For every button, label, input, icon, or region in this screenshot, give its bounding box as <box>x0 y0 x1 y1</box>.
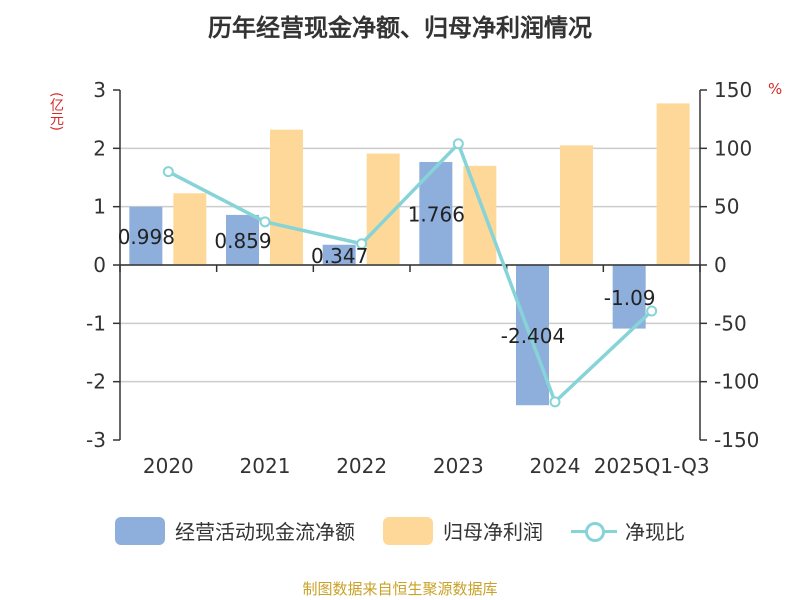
bar-net-profit-2025Q1-Q3 <box>656 103 690 266</box>
point-cash-ratio-2021 <box>259 216 271 228</box>
data-label-cash-flow-2025Q1-Q3: -1.09 <box>604 286 656 310</box>
left-axis-tick-label: -3 <box>86 428 106 452</box>
bar-net-profit-2020 <box>173 193 207 265</box>
legend-item-cash-flow[interactable]: 经营活动现金流净额 <box>115 516 355 545</box>
right-axis-tick-label: 0 <box>714 253 727 277</box>
legend-item-net-profit[interactable]: 归母净利润 <box>383 516 543 545</box>
right-axis-tick-label: 50 <box>714 195 739 219</box>
point-cash-ratio-2023 <box>452 138 464 150</box>
left-axis-tick-label: 1 <box>93 195 106 219</box>
left-axis-tick-label: -1 <box>86 311 106 335</box>
right-axis-tick-label: -150 <box>714 428 759 452</box>
left-axis-tick-label: 0 <box>93 253 106 277</box>
x-axis-label-2024: 2024 <box>530 454 581 478</box>
point-cash-ratio-2022 <box>356 238 368 250</box>
line-cash-ratio <box>167 142 653 404</box>
chart-title: 历年经营现金净额、归母净利润情况 <box>208 14 592 42</box>
bar-cash-flow-2021 <box>226 214 259 265</box>
x-axis-label-2025Q1-Q3: 2025Q1-Q3 <box>594 454 710 478</box>
legend-label-cash-flow: 经营活动现金流净额 <box>175 520 355 544</box>
data-label-cash-flow-2022: 0.347 <box>311 244 368 268</box>
point-cash-ratio-2020 <box>162 166 174 178</box>
bar-cash-flow-2020 <box>129 206 163 265</box>
left-axis-unit: (亿元) <box>48 92 64 131</box>
right-axis-tick-label: -50 <box>714 311 747 335</box>
x-axis-label-2020: 2020 <box>143 454 194 478</box>
data-label-cash-flow-2021: 0.859 <box>214 229 271 253</box>
legend-swatch-net-profit <box>383 516 433 545</box>
right-axis-tick-label: 150 <box>714 78 752 102</box>
bar-net-profit-2021 <box>270 129 303 265</box>
data-label-cash-flow-2024: -2.404 <box>501 324 565 348</box>
right-axis-tick-label: 100 <box>714 136 752 160</box>
legend-swatch-cash-ratio <box>571 517 617 545</box>
data-source-note: 制图数据来自恒生聚源数据库 <box>302 580 498 598</box>
legend-label-cash-ratio: 净现比 <box>625 520 685 544</box>
left-axis-tick-label: -2 <box>86 370 106 394</box>
x-axis-label-2022: 2022 <box>336 454 387 478</box>
right-axis-unit: % <box>768 80 783 98</box>
legend-label-net-profit: 归母净利润 <box>443 520 543 544</box>
legend: 经营活动现金流净额 归母净利润 净现比 <box>0 516 800 545</box>
bar-cash-flow-2025Q1-Q3 <box>612 265 646 329</box>
data-label-cash-flow-2020: 0.998 <box>118 225 175 249</box>
bar-cash-flow-2022 <box>322 244 356 265</box>
bar-cash-flow-2024 <box>516 265 549 406</box>
left-axis-tick-label: 3 <box>93 78 106 102</box>
point-cash-ratio-2024 <box>549 396 561 408</box>
point-cash-ratio-2025Q1-Q3 <box>646 305 658 317</box>
right-axis-tick-label: -100 <box>714 370 759 394</box>
data-label-cash-flow-2023: 1.766 <box>408 202 465 226</box>
bar-net-profit-2024 <box>560 145 593 265</box>
x-axis-label-2021: 2021 <box>240 454 291 478</box>
x-axis-label-2023: 2023 <box>433 454 484 478</box>
left-axis-tick-label: 2 <box>93 136 106 160</box>
bar-net-profit-2023 <box>463 165 497 265</box>
legend-item-cash-ratio[interactable]: 净现比 <box>571 516 685 545</box>
legend-swatch-cash-flow <box>115 516 165 545</box>
